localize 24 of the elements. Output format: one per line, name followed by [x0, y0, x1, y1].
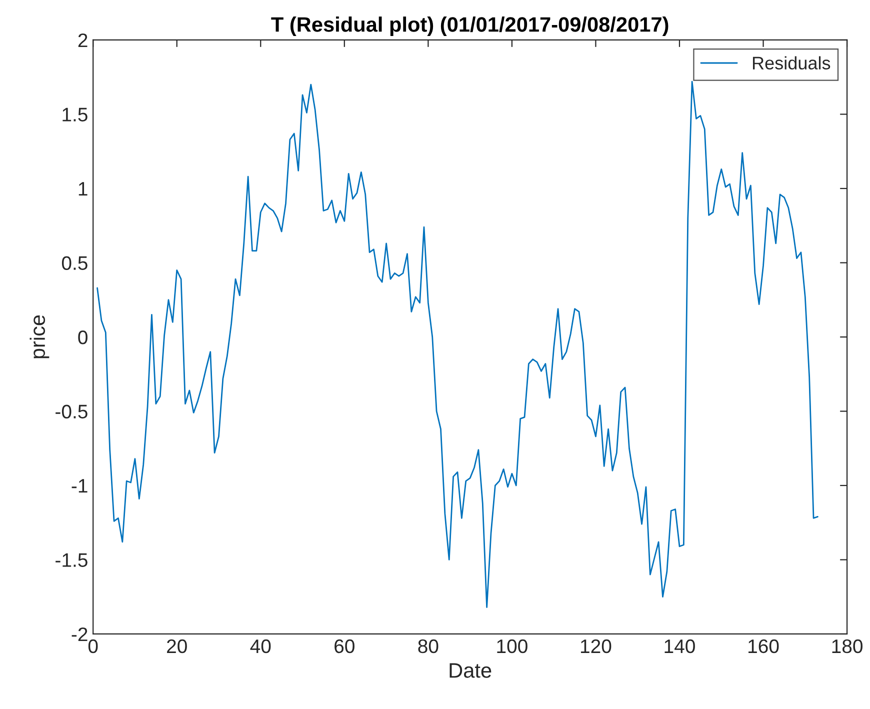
x-tick-label: 140 — [664, 639, 695, 654]
x-tick-label: 60 — [334, 639, 354, 654]
x-axis-title: Date — [450, 663, 492, 678]
y-tick-label: -0.5 — [56, 404, 88, 418]
y-tick-label: 1 — [78, 182, 88, 196]
x-tick-label: 160 — [748, 639, 779, 654]
x-tick-label: 180 — [832, 639, 862, 654]
y-tick-label: -2 — [72, 627, 88, 642]
x-tick-label: 100 — [497, 639, 528, 654]
y-tick-label: 2 — [78, 33, 88, 48]
line-series — [96, 80, 818, 608]
y-tick-label: -1.5 — [56, 553, 88, 567]
y-axis-title: price — [30, 315, 50, 358]
x-tick-label: 20 — [167, 639, 187, 654]
y-tick-label: -1 — [72, 479, 88, 493]
chart-title: T (Residual plot) (01/01/2017-09/08/2017) — [271, 16, 668, 36]
y-tick-label: 0.5 — [62, 256, 88, 270]
y-tick-label: 0 — [78, 330, 88, 344]
x-tick-label: 40 — [250, 639, 271, 654]
legend-label: Residuals — [752, 56, 830, 70]
x-tick-label: 120 — [580, 639, 612, 654]
x-tick-label: 0 — [88, 639, 98, 654]
y-tick-label: 1.5 — [62, 108, 88, 122]
x-tick-label: 80 — [418, 639, 438, 654]
